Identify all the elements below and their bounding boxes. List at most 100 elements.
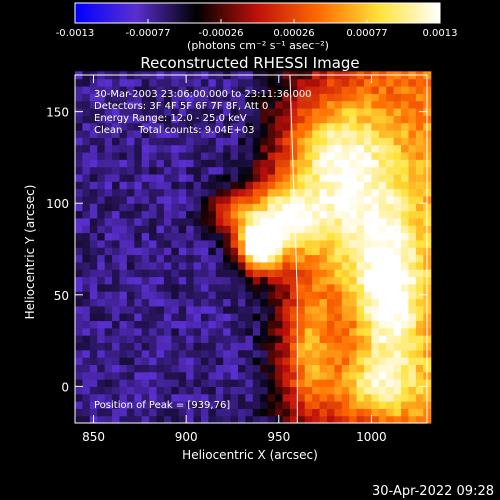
- heatmap-cell: [141, 151, 150, 160]
- heatmap-cell: [252, 107, 261, 116]
- heatmap-cell: [378, 393, 387, 402]
- heatmap-cell: [267, 269, 276, 278]
- heatmap-cell: [104, 371, 113, 380]
- heatmap-cell: [364, 122, 373, 131]
- heatmap-cell: [186, 159, 195, 168]
- heatmap-cell: [349, 364, 358, 373]
- heatmap-cell: [386, 195, 395, 204]
- heatmap-cell: [97, 401, 106, 409]
- heatmap-cell: [267, 335, 276, 344]
- heatmap-cell: [282, 195, 291, 204]
- heatmap-cell: [245, 144, 254, 153]
- heatmap-cell: [156, 349, 165, 358]
- heatmap-cell: [119, 159, 128, 168]
- heatmap-cell: [97, 93, 106, 102]
- heatmap-cell: [230, 408, 239, 417]
- heatmap-cell: [112, 122, 121, 131]
- heatmap-cell: [178, 173, 187, 182]
- heatmap-cell: [156, 342, 165, 351]
- heatmap-cell: [193, 195, 202, 204]
- heatmap-cell: [171, 393, 180, 402]
- heatmap-cell: [364, 85, 373, 94]
- heatmap-cell: [378, 225, 387, 234]
- heatmap-cell: [126, 129, 135, 138]
- heatmap-cell: [178, 261, 187, 270]
- heatmap-cell: [119, 254, 128, 263]
- heatmap-cell: [119, 100, 128, 109]
- heatmap-cell: [334, 320, 343, 329]
- heatmap-cell: [289, 401, 298, 409]
- heatmap-cell: [371, 357, 380, 365]
- heatmap-cell: [289, 239, 298, 248]
- heatmap-cell: [126, 283, 135, 292]
- heatmap-cell: [149, 203, 158, 212]
- heatmap-cell: [356, 225, 365, 234]
- heatmap-cell: [178, 408, 187, 417]
- heatmap-cell: [186, 357, 195, 365]
- heatmap-cell: [312, 342, 321, 351]
- heatmap-cell: [193, 364, 202, 373]
- heatmap-cell: [275, 232, 284, 241]
- heatmap-cell: [178, 305, 187, 314]
- heatmap-cell: [415, 93, 424, 102]
- heatmap-cell: [401, 393, 410, 402]
- heatmap-cell: [208, 217, 217, 226]
- heatmap-cell: [408, 305, 417, 314]
- heatmap-cell: [275, 364, 284, 373]
- heatmap-cell: [386, 393, 395, 402]
- heatmap-cell: [415, 379, 424, 387]
- heatmap-cell: [371, 232, 380, 241]
- heatmap-cell: [126, 93, 135, 102]
- heatmap-cell: [393, 320, 402, 329]
- heatmap-cell: [319, 217, 328, 226]
- heatmap-cell: [112, 349, 121, 358]
- heatmap-cell: [163, 254, 172, 263]
- heatmap-cell: [341, 313, 350, 322]
- heatmap-cell: [97, 364, 106, 373]
- heatmap-cell: [245, 371, 254, 380]
- heatmap-cell: [230, 93, 239, 102]
- heatmap-cell: [126, 335, 135, 344]
- heatmap-cell: [223, 342, 232, 351]
- heatmap-cell: [364, 342, 373, 351]
- heatmap-cell: [245, 283, 254, 292]
- heatmap-cell: [415, 247, 424, 256]
- heatmap-cell: [134, 85, 143, 94]
- heatmap-cell: [371, 313, 380, 322]
- heatmap-cell: [75, 408, 84, 417]
- heatmap-cell: [304, 364, 313, 373]
- heatmap-cell: [289, 254, 298, 263]
- heatmap-cell: [156, 261, 165, 270]
- heatmap-cell: [364, 349, 373, 358]
- heatmap-cell: [401, 269, 410, 278]
- heatmap-cell: [297, 232, 306, 241]
- heatmap-cell: [415, 342, 424, 351]
- heatmap-cell: [208, 349, 217, 358]
- heatmap-cell: [97, 78, 106, 87]
- heatmap-cell: [112, 415, 121, 424]
- heatmap-cell: [297, 93, 306, 102]
- heatmap-cell: [186, 401, 195, 409]
- heatmap-cell: [126, 100, 135, 109]
- heatmap-cell: [393, 349, 402, 358]
- heatmap-cell: [156, 335, 165, 344]
- heatmap-cell: [319, 342, 328, 351]
- heatmap-cell: [245, 349, 254, 358]
- heatmap-cell: [163, 291, 172, 300]
- heatmap-cell: [126, 85, 135, 94]
- heatmap-cell: [349, 85, 358, 94]
- heatmap-cell: [304, 276, 313, 285]
- heatmap-cell: [282, 181, 291, 190]
- heatmap-cell: [238, 210, 247, 219]
- heatmap-cell: [408, 225, 417, 234]
- heatmap-cell: [149, 195, 158, 204]
- heatmap-cell: [82, 276, 91, 285]
- heatmap-cell: [378, 78, 387, 87]
- heatmap-cell: [126, 137, 135, 146]
- heatmap-cell: [289, 225, 298, 234]
- heatmap-cell: [163, 408, 172, 417]
- heatmap-cell: [378, 401, 387, 409]
- heatmap-cell: [415, 283, 424, 292]
- heatmap-cell: [75, 415, 84, 424]
- heatmap-cell: [156, 144, 165, 153]
